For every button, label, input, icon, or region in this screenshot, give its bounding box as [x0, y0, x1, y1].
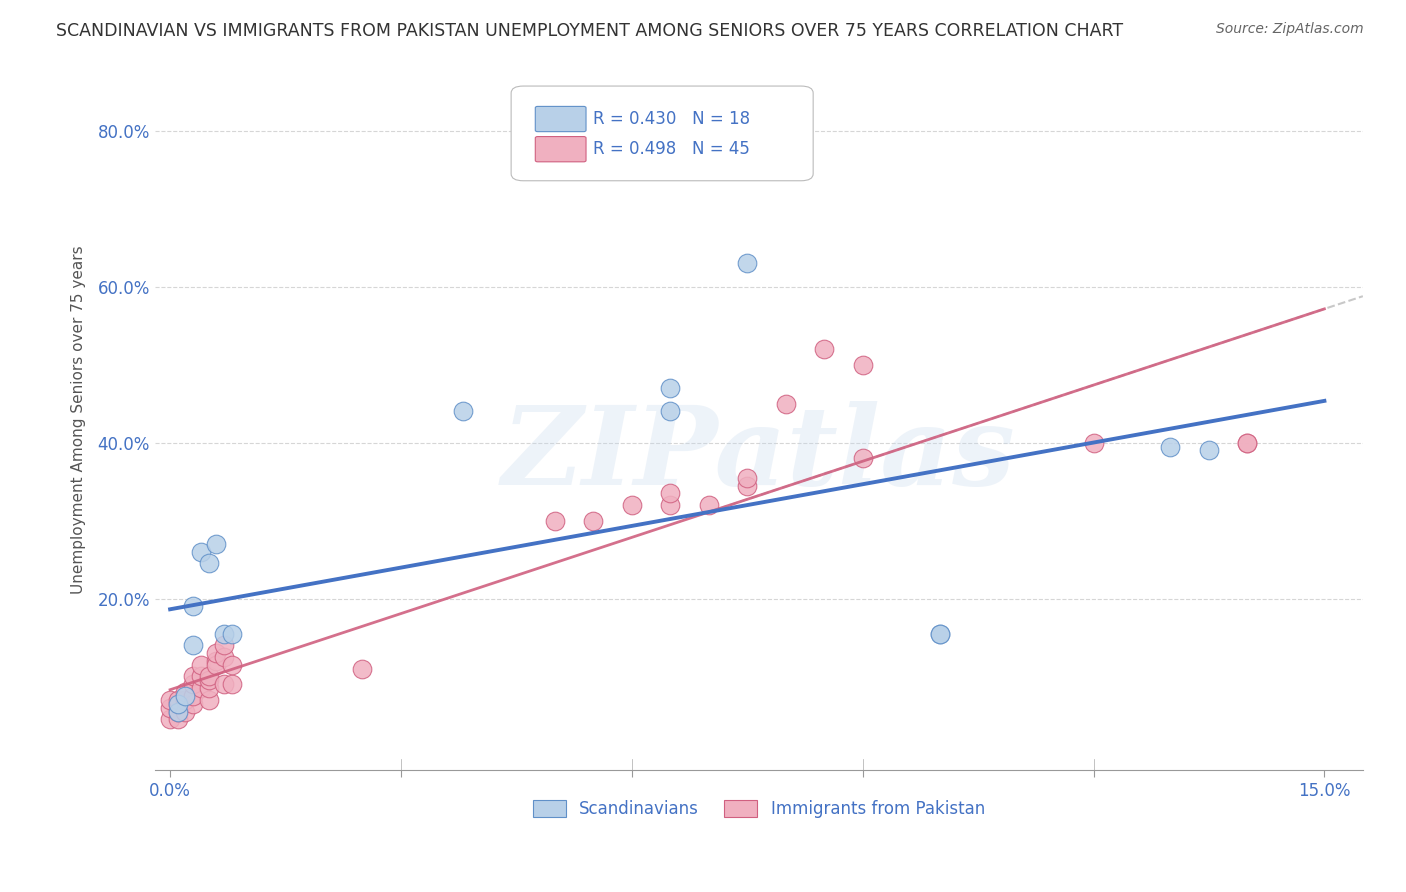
Point	[181, 599, 204, 614]
Point	[190, 669, 212, 683]
Point	[735, 256, 758, 270]
Point	[212, 626, 235, 640]
Point	[620, 498, 643, 512]
Point	[159, 693, 181, 707]
Point	[775, 397, 797, 411]
Point	[928, 626, 950, 640]
Point	[166, 697, 188, 711]
Point	[1160, 440, 1182, 454]
Point	[1236, 435, 1258, 450]
Point	[205, 537, 228, 551]
Point	[852, 358, 875, 372]
Point	[197, 681, 219, 695]
Point	[159, 700, 181, 714]
FancyBboxPatch shape	[536, 136, 586, 161]
Point	[174, 693, 197, 707]
Point	[181, 669, 204, 683]
Point	[212, 650, 235, 665]
Point	[197, 557, 219, 571]
Point	[197, 693, 219, 707]
Point	[928, 626, 950, 640]
FancyBboxPatch shape	[512, 86, 813, 181]
Point	[852, 451, 875, 466]
Point	[221, 626, 243, 640]
Point	[221, 677, 243, 691]
Point	[166, 705, 188, 719]
Text: Source: ZipAtlas.com: Source: ZipAtlas.com	[1216, 22, 1364, 37]
Point	[659, 404, 682, 418]
Point	[181, 677, 204, 691]
Point	[1236, 435, 1258, 450]
Point	[813, 342, 835, 356]
Point	[659, 486, 682, 500]
Point	[205, 654, 228, 668]
Y-axis label: Unemployment Among Seniors over 75 years: Unemployment Among Seniors over 75 years	[72, 245, 86, 593]
Point	[166, 712, 188, 726]
Point	[159, 712, 181, 726]
Point	[181, 697, 204, 711]
Text: ZIPatlas: ZIPatlas	[502, 401, 1015, 508]
Point	[174, 685, 197, 699]
Point	[582, 514, 605, 528]
Point	[1083, 435, 1105, 450]
Point	[181, 638, 204, 652]
Point	[735, 478, 758, 492]
Point	[1198, 443, 1220, 458]
Point	[205, 657, 228, 672]
Point	[197, 669, 219, 683]
Point	[174, 705, 197, 719]
Text: R = 0.498   N = 45: R = 0.498 N = 45	[593, 140, 751, 158]
Point	[166, 697, 188, 711]
Point	[190, 545, 212, 559]
Point	[181, 689, 204, 703]
Legend: Scandinavians, Immigrants from Pakistan: Scandinavians, Immigrants from Pakistan	[526, 793, 991, 825]
Point	[205, 646, 228, 660]
Point	[212, 677, 235, 691]
Point	[166, 705, 188, 719]
Point	[190, 681, 212, 695]
Point	[221, 657, 243, 672]
Point	[659, 381, 682, 395]
Point	[166, 693, 188, 707]
Point	[352, 662, 374, 676]
Text: R = 0.430   N = 18: R = 0.430 N = 18	[593, 110, 751, 128]
FancyBboxPatch shape	[536, 106, 586, 132]
Text: SCANDINAVIAN VS IMMIGRANTS FROM PAKISTAN UNEMPLOYMENT AMONG SENIORS OVER 75 YEAR: SCANDINAVIAN VS IMMIGRANTS FROM PAKISTAN…	[56, 22, 1123, 40]
Point	[197, 673, 219, 688]
Point	[697, 498, 720, 512]
Point	[451, 404, 474, 418]
Point	[735, 471, 758, 485]
Point	[190, 657, 212, 672]
Point	[212, 638, 235, 652]
Point	[544, 514, 567, 528]
Point	[174, 689, 197, 703]
Point	[659, 498, 682, 512]
